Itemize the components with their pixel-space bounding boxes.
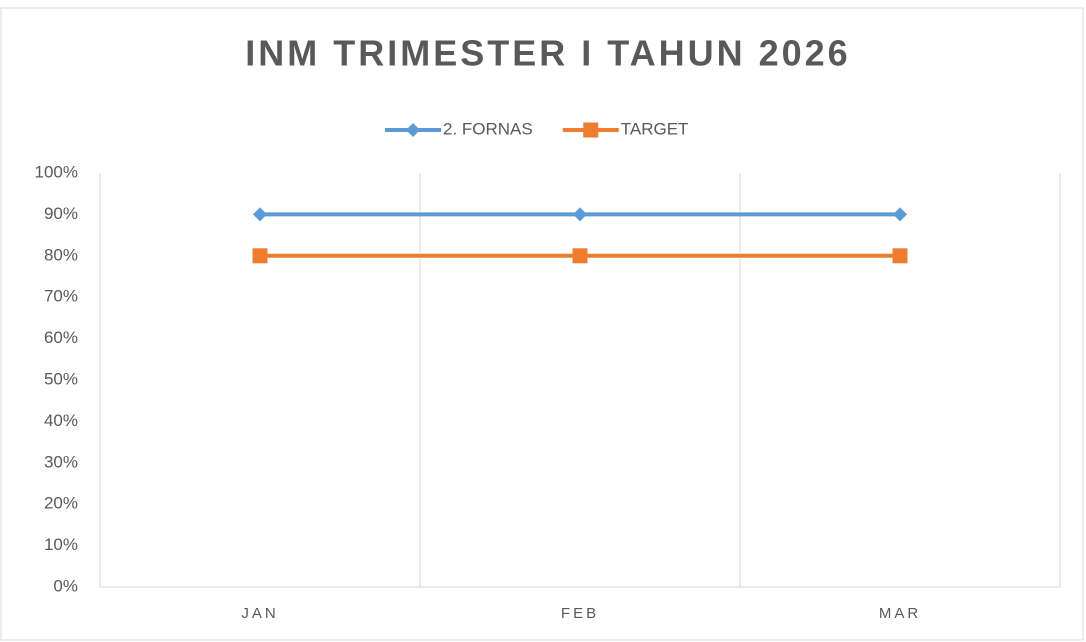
legend-label: 2. FORNAS xyxy=(443,119,533,138)
marker xyxy=(572,248,588,264)
y-tick-label: 20% xyxy=(44,494,78,513)
y-tick-label: 70% xyxy=(44,287,78,306)
y-tick-label: 90% xyxy=(44,204,78,223)
marker xyxy=(893,207,907,222)
y-tick-label: 10% xyxy=(44,535,78,554)
y-tick-label: 100% xyxy=(35,162,78,181)
y-tick-label: 50% xyxy=(44,369,78,388)
y-tick-label: 30% xyxy=(44,452,78,471)
marker xyxy=(573,207,587,222)
y-tick-label: 80% xyxy=(44,245,78,264)
x-tick-label: JAN xyxy=(241,605,278,622)
y-tick-label: 40% xyxy=(44,411,78,430)
marker xyxy=(892,248,908,264)
marker xyxy=(253,207,267,222)
y-tick-label: 0% xyxy=(53,576,78,595)
marker xyxy=(583,122,599,138)
chart-border xyxy=(0,7,1084,641)
marker xyxy=(252,248,268,264)
marker xyxy=(406,123,420,137)
x-tick-label: MAR xyxy=(879,605,921,622)
x-tick-label: FEB xyxy=(561,605,599,622)
y-tick-label: 60% xyxy=(44,328,78,347)
chart-title: INM TRIMESTER I TAHUN 2026 xyxy=(245,33,850,74)
legend-label: TARGET xyxy=(621,119,689,138)
